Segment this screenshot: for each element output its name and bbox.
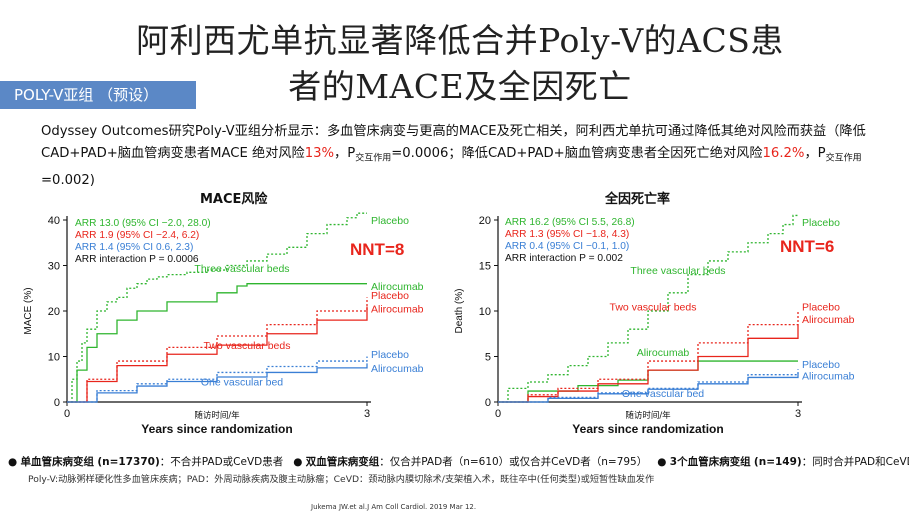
footnote-group1-desc: ：不合并PAD或CeVD患者 [159, 456, 284, 468]
footnote-group1-n: (n=17370) [97, 456, 160, 468]
series-line-two-vascular-beds-alirocumab [498, 324, 799, 403]
series-line-three-vascular-beds-placebo [67, 212, 367, 403]
y-tick-label: 0 [485, 397, 491, 409]
curve-label: Alirocumab [802, 314, 855, 326]
curve-label: Placebo [371, 290, 409, 302]
curve-label: Placebo [802, 217, 840, 229]
nnt-label: NNT=6 [780, 237, 834, 256]
intro-p-symbol-2: P [817, 146, 826, 161]
footnote-group2-desc: ：仅合并PAD者（n=610）或仅合并CeVD者（n=795） [379, 456, 648, 468]
series-line-three-vascular-beds-placebo [498, 214, 798, 403]
intro-pct-mace: 13% [304, 146, 335, 161]
intro-text-c: =0.0006；降低CAD+PAD+脑血管病变患者全因死亡绝对风险 [391, 146, 763, 161]
x-tick-label: 0 [64, 408, 70, 420]
intro-paragraph: Odyssey Outcomes研究Poly-V亚组分析显示：多血管床病变与更高… [41, 121, 871, 192]
series-line-one-vascular-bed-placebo [498, 369, 799, 403]
x-axis-label-cn: 随访时间/年 [625, 410, 671, 421]
intro-p-symbol: P [347, 146, 356, 161]
curve-label: Alirocumab [371, 304, 424, 316]
intro-pct-death: 16.2% [762, 146, 805, 161]
arr-annotation: ARR 16.2 (95% CI 5.5, 26.8) [505, 217, 635, 228]
footnote-group2-label: 双血管床病变组 [305, 456, 380, 468]
arr-annotation: ARR 1.4 (95% CI 0.6, 2.3) [75, 242, 193, 253]
footnote-abbreviations: Poly-V:动脉粥样硬化性多血管床疾病；PAD：外周动脉疾病及腹主动脉瘤；Ce… [28, 474, 655, 485]
x-tick-label: 3 [795, 408, 801, 420]
intro-p-subscript: 交互作用 [355, 153, 392, 164]
y-tick-label: 30 [48, 261, 60, 273]
intro-p-subscript-2: 交互作用 [825, 153, 862, 164]
curve-label: Three vascular beds [630, 265, 725, 277]
y-tick-label: 5 [485, 352, 491, 364]
intro-text-a: Odyssey Outcomes研究Poly-V亚组分析显示：多血管床病变与更高… [41, 124, 866, 161]
subgroup-badge: POLY-V亚组 （预设） [0, 81, 196, 109]
curve-label: Placebo [371, 215, 409, 227]
y-tick-label: 20 [48, 306, 60, 318]
arr-annotation: ARR 1.3 (95% CI −1.8, 4.3) [505, 229, 629, 240]
curve-label: One vascular bed [201, 377, 283, 389]
nnt-label: NNT=8 [350, 240, 404, 259]
slide-title: 阿利西尤单抗显著降低合并Poly-V的ACS患 者的MACE及全因死亡 [60, 18, 860, 110]
arr-annotation: ARR interaction P = 0.002 [505, 253, 623, 264]
y-tick-label: 15 [479, 261, 491, 273]
y-axis-label: Death (%) [454, 288, 465, 333]
curve-label: One vascular bed [622, 388, 704, 400]
x-axis-label: Years since randomization [141, 422, 292, 436]
curve-label: Placebo [802, 359, 840, 371]
curve-label: Alirocumab [371, 363, 424, 375]
citation: Jukema JW.et al.J Am Coll Cardiol. 2019 … [311, 503, 477, 511]
y-tick-label: 20 [479, 215, 491, 227]
intro-text-b: ， [334, 146, 348, 161]
slide-title-line1: 阿利西尤单抗显著降低合并Poly-V的ACS患 [136, 21, 784, 60]
curve-label: Three vascular beds [194, 263, 289, 275]
arr-annotation: ARR 1.9 (95% CI −2.4, 6.2) [75, 230, 199, 241]
y-tick-label: 10 [479, 306, 491, 318]
series-line-two-vascular-beds-alirocumab [67, 306, 368, 403]
curve-label: Alirocumab [637, 347, 690, 359]
curve-label: Alirocumab [371, 281, 424, 293]
arr-annotation: ARR 0.4 (95% CI −0.1, 1.0) [505, 241, 629, 252]
series-line-three-vascular-beds-alirocumab [67, 283, 367, 403]
curve-label: Two vascular beds [204, 340, 291, 352]
footnote-groups: ● 单血管床病变组 (n=17370)：不合并PAD或CeVD患者 ● 双血管床… [8, 455, 909, 469]
arr-annotation: ARR interaction P = 0.0006 [75, 254, 199, 265]
y-tick-label: 0 [54, 397, 60, 409]
footnote-group3-label: 3个血管床病变组 [669, 456, 751, 468]
series-line-one-vascular-bed-alirocumab [67, 363, 368, 403]
y-tick-label: 10 [48, 352, 60, 364]
slide-title-line2: 者的MACE及全因死亡 [288, 67, 632, 106]
curve-label: Placebo [802, 301, 840, 313]
intro-text-e: =0.002) [41, 172, 95, 188]
curve-label: Alirocumab [802, 371, 855, 383]
y-axis-label: MACE (%) [23, 287, 34, 334]
chart-title-mace: MACE风险 [200, 192, 268, 207]
footnote-group1-label: 单血管床病变组 [20, 456, 95, 468]
y-tick-label: 40 [48, 215, 60, 227]
chart-title-death: 全因死亡率 [605, 192, 671, 207]
footnote-group3-desc: ：同时合并PAD和CeVD者。 [801, 456, 909, 468]
curve-label: Placebo [371, 349, 409, 361]
x-tick-label: 0 [495, 408, 501, 420]
x-tick-label: 3 [364, 408, 370, 420]
x-axis-label: Years since randomization [572, 422, 723, 436]
intro-text-d: ， [804, 146, 818, 161]
series-line-one-vascular-bed-alirocumab [498, 372, 799, 403]
x-axis-label-cn: 随访时间/年 [194, 410, 240, 421]
footnote-group3-n: (n=149) [753, 456, 802, 468]
arr-annotation: ARR 13.0 (95% CI −2.0, 28.0) [75, 218, 211, 229]
curve-label: Two vascular beds [610, 301, 697, 313]
